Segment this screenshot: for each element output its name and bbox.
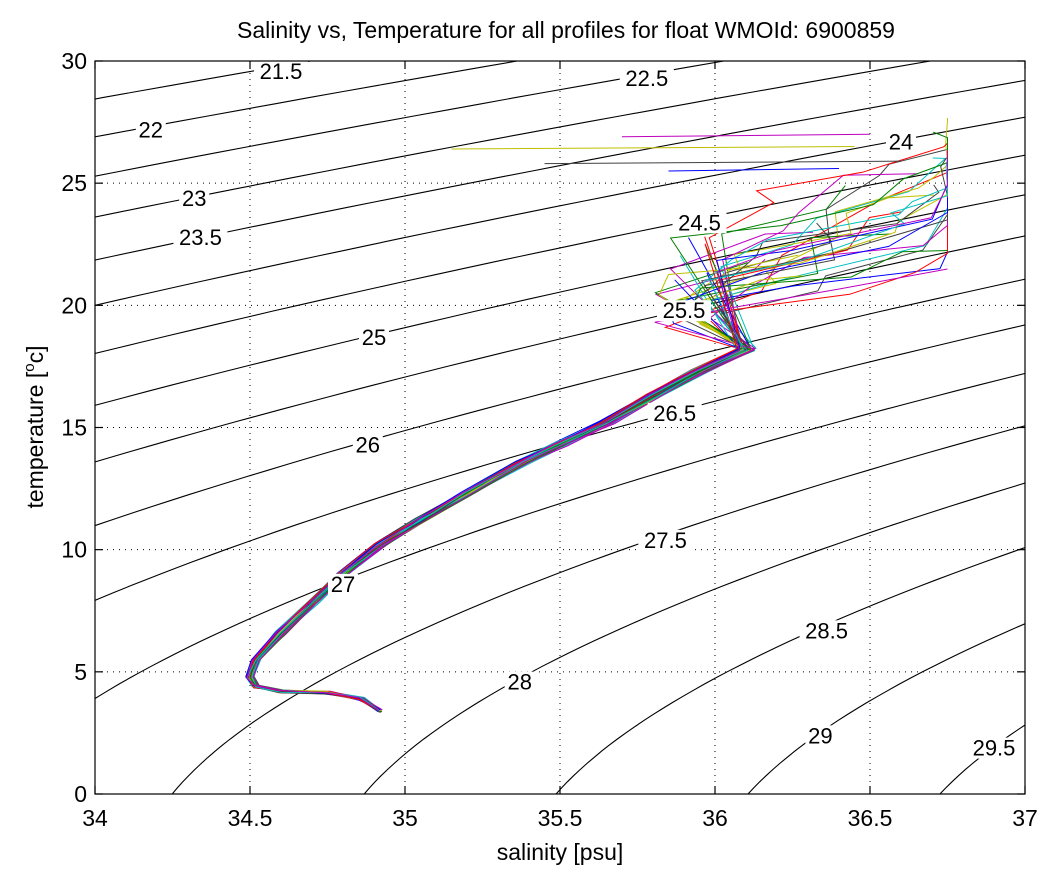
isopycnal-label-background: [352, 434, 383, 456]
isopycnal-label-background: [173, 226, 228, 248]
x-tick-label: 36: [702, 805, 728, 831]
isopycnal-label: 25.5: [663, 298, 706, 323]
grid-lines: [95, 61, 1025, 794]
y-axis-label: temperature [oc]: [21, 345, 48, 508]
isopycnal-label-background: [647, 402, 702, 424]
isopycnal-label-background: [619, 68, 674, 90]
y-tick-label: 5: [74, 659, 87, 685]
isopycnal-label: 22: [139, 117, 163, 142]
isopycnal-label-background: [886, 131, 916, 153]
isopycnal-line: [95, 324, 1025, 601]
isopycnal-label-background: [805, 725, 836, 747]
isopycnal-label: 26: [356, 433, 380, 458]
isopycnal-label: 27.5: [644, 528, 687, 553]
profile-line: [251, 157, 949, 713]
isopycnal-line: [95, 79, 1025, 261]
isopycnal-label: 24: [889, 130, 913, 155]
isopycnal-label-background: [328, 573, 358, 595]
isopycnal-line: [95, 61, 728, 177]
isopycnal-label: 26.5: [653, 401, 696, 426]
x-tick-label: 35: [392, 805, 418, 831]
isopycnal-label: 23: [182, 186, 206, 211]
y-tick-label: 10: [61, 537, 87, 563]
isopycnal-label: 28.5: [805, 618, 848, 643]
profile-surface-streak: [621, 133, 871, 138]
profile-surface-streak: [544, 160, 902, 165]
isopycnal-label-background: [135, 119, 166, 141]
x-tick-label: 34.5: [228, 805, 273, 831]
y-tick-label: 15: [61, 415, 87, 441]
isopycnal-line: [95, 278, 1025, 527]
x-tick-label: 37: [1012, 805, 1038, 831]
isopycnal-line: [95, 372, 1025, 700]
float-profiles: [245, 118, 949, 713]
isopycnal-line: [363, 482, 1025, 794]
isopycnal-label: 23.5: [179, 225, 222, 250]
y-tick-label: 20: [61, 292, 87, 318]
isopycnal-label-background: [179, 187, 210, 209]
isopycnal-label-background: [638, 529, 693, 551]
isopycnal-label: 25: [362, 325, 386, 350]
x-tick-label: 35.5: [538, 805, 583, 831]
isopycnal-label: 29.5: [973, 736, 1016, 761]
isopycnal-label-background: [672, 212, 727, 234]
x-tick-label: 34: [82, 805, 108, 831]
isopycnal-label: 28: [507, 670, 531, 695]
isopycnal-label-background: [967, 737, 1021, 759]
isopycnal-label-background: [657, 300, 711, 322]
isopycnal-line: [95, 61, 934, 218]
profile-surface-streak: [668, 168, 840, 172]
y-tick-label: 30: [61, 48, 87, 74]
isopycnal-label-background: [504, 671, 535, 693]
profile-surface-streak: [451, 146, 855, 150]
isopycnal-label: 22.5: [625, 66, 668, 91]
isopycnal-label: 29: [808, 723, 832, 748]
chart-title: Salinity vs, Temperature for all profile…: [237, 17, 895, 43]
x-tick-label: 36.5: [848, 805, 893, 831]
profile-line: [246, 150, 948, 712]
isopycnal-label: 24.5: [678, 210, 721, 235]
isopycnal-line: [95, 116, 1025, 306]
isopycnal-label: 21.5: [260, 59, 303, 84]
isopycnal-label: 27: [331, 572, 355, 597]
y-tick-label: 25: [61, 170, 87, 196]
x-axis-label: salinity [psu]: [497, 839, 624, 865]
isopycnal-line: [95, 154, 1025, 355]
isopycnal-line: [747, 623, 1025, 794]
axis-ticks: 34 34.5 35 35.5 36 36.5 37 0 5 10 15 20 25 30: [61, 48, 1037, 831]
isopycnal-line: [95, 235, 1025, 463]
y-axis-label-main: temperature [: [22, 371, 48, 508]
isopycnal-labels: 21.5 22 22.5 23 23.5 24 24.5 25 25.5 26 26.5 27 27.5…: [135, 59, 1021, 761]
isopycnal-label-background: [254, 60, 308, 82]
isopycnal-line: [555, 547, 1025, 794]
isopycnal-label-background: [799, 620, 854, 642]
profile-line: [252, 268, 948, 711]
y-tick-label: 0: [74, 781, 87, 807]
isopycnal-label-background: [359, 327, 389, 349]
y-axis-label-end: c]: [22, 345, 48, 363]
y-axis-label-superscript: o: [21, 363, 38, 371]
